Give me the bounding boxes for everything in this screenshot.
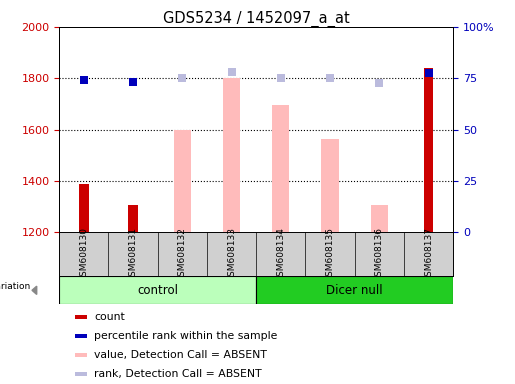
Text: GSM608137: GSM608137 — [424, 227, 433, 282]
Text: GSM608131: GSM608131 — [129, 227, 138, 282]
Text: GSM608136: GSM608136 — [375, 227, 384, 282]
Text: Dicer null: Dicer null — [327, 284, 383, 297]
Text: GSM608133: GSM608133 — [227, 227, 236, 282]
Text: genotype/variation: genotype/variation — [0, 283, 31, 291]
Text: control: control — [137, 284, 178, 297]
Text: GSM608134: GSM608134 — [277, 227, 285, 282]
Bar — [128, 205, 138, 232]
Title: GDS5234 / 1452097_a_at: GDS5234 / 1452097_a_at — [163, 11, 350, 27]
Bar — [59, 276, 256, 304]
Text: GSM608130: GSM608130 — [79, 227, 89, 282]
Bar — [256, 276, 453, 304]
Bar — [75, 372, 87, 376]
Bar — [79, 184, 89, 232]
Bar — [75, 315, 87, 319]
Bar — [321, 139, 339, 232]
Text: rank, Detection Call = ABSENT: rank, Detection Call = ABSENT — [94, 369, 262, 379]
Bar — [174, 129, 191, 232]
Text: value, Detection Call = ABSENT: value, Detection Call = ABSENT — [94, 350, 267, 360]
Bar — [75, 334, 87, 338]
Bar — [424, 68, 433, 232]
Bar — [371, 205, 388, 232]
Bar — [272, 105, 289, 232]
Text: GSM608132: GSM608132 — [178, 227, 187, 282]
Text: GSM608135: GSM608135 — [325, 227, 335, 282]
Polygon shape — [32, 286, 37, 295]
Bar — [223, 78, 240, 232]
Text: percentile rank within the sample: percentile rank within the sample — [94, 331, 278, 341]
Bar — [75, 353, 87, 357]
Text: count: count — [94, 312, 125, 322]
